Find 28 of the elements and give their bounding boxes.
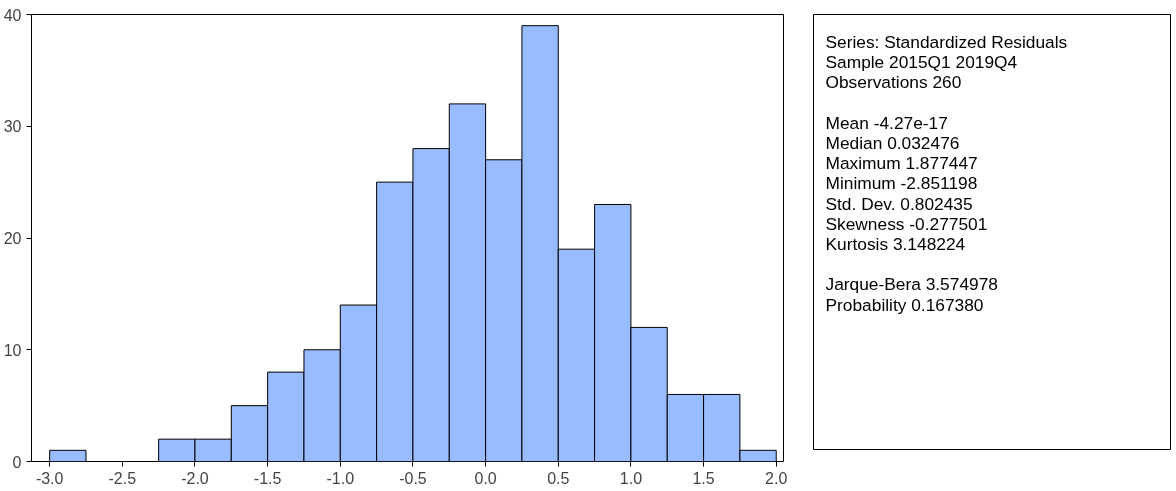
x-tick-label: 2.0 — [765, 469, 788, 487]
text: Kurtosis 3.148224 — [825, 233, 966, 254]
text: Probability 0.167380 — [825, 294, 984, 315]
y-tick-label: 0 — [12, 453, 22, 471]
y-tick-label: 30 — [3, 118, 22, 136]
text: Series: Standardized Residuals — [825, 32, 1068, 53]
x-tick-label: -1.0 — [326, 469, 355, 487]
x-tick-label: -2.5 — [108, 469, 137, 487]
y-tick-label: 20 — [3, 230, 22, 247]
text: Mean -4.27e-17 — [825, 112, 948, 133]
text: Observations 260 — [825, 72, 962, 93]
text: Std. Dev. 0.802435 — [825, 193, 973, 214]
x-tick-label: -3.0 — [35, 469, 64, 487]
y-tick-label: 10 — [3, 341, 22, 359]
x-tick-label: -0.5 — [399, 469, 427, 487]
text: Sample 2015Q1 2019Q4 — [825, 52, 1018, 73]
x-tick-label: -2.0 — [181, 469, 209, 487]
text: Skewness -0.277501 — [825, 213, 988, 234]
x-tick-label: 0.5 — [547, 469, 570, 487]
text: Maximum 1.877447 — [825, 153, 978, 174]
x-tick-label: 0.0 — [474, 469, 497, 487]
x-tick-label: 1.0 — [619, 469, 643, 487]
text: Median 0.032476 — [825, 132, 960, 153]
y-tick-label: 40 — [3, 6, 22, 24]
x-tick-label: 1.5 — [692, 469, 715, 487]
text: Jarque-Bera 3.574978 — [825, 274, 998, 295]
x-tick-label: -1.5 — [253, 469, 282, 487]
text: Minimum -2.851198 — [825, 173, 978, 194]
